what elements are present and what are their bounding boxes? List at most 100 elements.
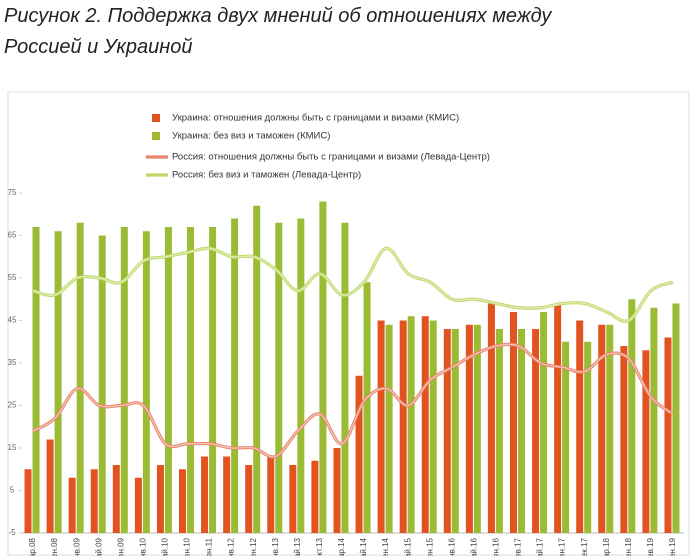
x-tick-label: май.15: [403, 537, 412, 556]
bar: [664, 337, 672, 533]
bar: [68, 477, 76, 533]
bar: [620, 346, 628, 533]
bar: [584, 341, 592, 533]
bar: [24, 469, 32, 533]
bar: [518, 329, 525, 533]
y-tick-label: 45: [8, 316, 17, 325]
x-tick-label: сен.08: [50, 537, 59, 556]
bar: [297, 218, 305, 533]
y-tick-label: 5: [10, 486, 15, 495]
bar: [333, 448, 341, 533]
x-tick-label: май.13: [293, 537, 302, 556]
x-tick-label: май.10: [161, 537, 170, 556]
chart-frame: [7, 91, 690, 556]
bar: [628, 299, 636, 533]
x-tick-label: янв.12: [227, 537, 236, 556]
x-tick-label: май.09: [94, 537, 103, 556]
bar: [156, 465, 164, 533]
bar: [421, 316, 429, 533]
bar: [90, 469, 98, 533]
x-tick-label: янв.10: [138, 537, 147, 556]
bar: [429, 320, 437, 533]
bar: [532, 329, 540, 533]
bar: [385, 324, 393, 533]
bar: [487, 303, 495, 533]
bar: [134, 477, 142, 533]
bar: [209, 227, 217, 533]
title-line: Рисунок 2. Поддержка двух мнений об отно…: [4, 5, 552, 27]
x-tick-label: дек.17: [580, 537, 589, 556]
legend-swatch: [152, 132, 160, 140]
bar: [650, 307, 658, 533]
bar: [510, 312, 517, 533]
x-tick-label: май.16: [469, 537, 478, 556]
bar: [576, 320, 584, 533]
legend-label: Россия: без виз и таможен (Левада-Центр): [172, 170, 361, 181]
y-tick-label: -5: [8, 528, 16, 537]
bar: [443, 329, 451, 533]
bar: [672, 303, 680, 533]
x-tick-label: сен.18: [624, 537, 633, 556]
bar: [54, 231, 62, 533]
y-tick-label: 35: [8, 358, 17, 367]
x-tick-label: май.14: [359, 537, 368, 556]
x-tick-label: сен.12: [249, 537, 258, 556]
bar: [267, 456, 275, 533]
bar: [253, 205, 261, 533]
bar: [187, 227, 194, 533]
x-tick-label: май.17: [536, 537, 545, 556]
bar: [275, 222, 283, 533]
x-tick-label: мар.08: [28, 537, 37, 556]
x-tick-label: сен.10: [183, 537, 192, 556]
bar: [223, 456, 231, 533]
x-tick-label: фев.17: [514, 537, 523, 556]
y-tick-label: 55: [8, 273, 17, 282]
x-tick-label: янв.16: [447, 537, 456, 556]
legend-label: Украина: без виз и таможен (КМИС): [172, 131, 330, 142]
line-core: [32, 343, 674, 458]
chart-title: Рисунок 2. Поддержка двух мнений об отно…: [4, 5, 552, 58]
bar: [495, 329, 503, 533]
bar: [642, 350, 650, 533]
bar: [363, 282, 371, 533]
x-tick-label: сен.14: [381, 537, 390, 556]
y-tick-label: 75: [8, 188, 17, 197]
x-tick-label: мар.14: [337, 537, 346, 556]
bar: [245, 465, 253, 533]
x-tick-label: сен.09: [116, 537, 125, 556]
bar: [231, 218, 239, 533]
x-tick-label: мар.18: [602, 537, 611, 556]
x-tick-label: янв.09: [72, 537, 81, 556]
bar: [76, 222, 84, 533]
bar: [606, 324, 614, 533]
x-tick-label: сен.11: [205, 537, 214, 556]
bar: [355, 375, 363, 533]
x-tick-label: янв.13: [271, 537, 280, 556]
line-core: [32, 247, 674, 322]
x-tick-label: сен.17: [558, 537, 567, 556]
bar: [46, 439, 54, 533]
y-tick-label: 65: [8, 231, 17, 240]
bar: [451, 329, 459, 533]
y-tick-label: 15: [8, 443, 17, 452]
bar: [120, 227, 128, 533]
bar: [289, 465, 297, 533]
bar: [473, 324, 481, 533]
line: [32, 246, 674, 323]
bar: [540, 312, 548, 533]
x-tick-label: сен.16: [492, 537, 501, 556]
bar: [179, 469, 186, 533]
legend-label: Россия: отношения должны быть с границам…: [172, 152, 490, 163]
bar: [311, 460, 319, 533]
bar: [112, 465, 120, 533]
bar: [598, 324, 606, 533]
bar: [562, 341, 570, 533]
bar: [201, 456, 209, 533]
x-tick-label: сен.15: [425, 537, 434, 556]
bar: [399, 320, 407, 533]
bar: [164, 227, 172, 533]
x-tick-label: окт.13: [315, 537, 324, 556]
bar: [98, 235, 106, 533]
bar: [554, 303, 562, 533]
